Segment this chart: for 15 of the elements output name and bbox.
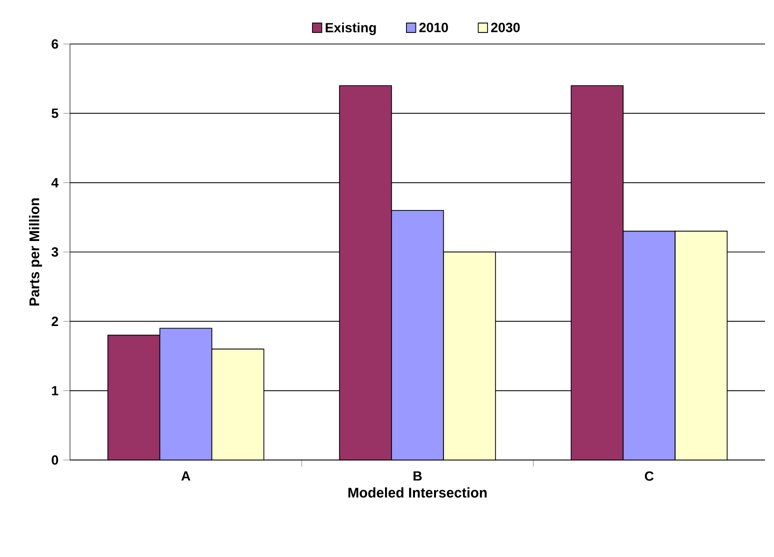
y-tick-label: 4 [51,178,59,188]
legend-label: Existing [326,22,376,36]
legend-label: 2010 [419,22,448,32]
x-tick-label: C [644,471,654,481]
y-tick-label: 5 [52,108,58,118]
y-tick-label: 0 [52,455,58,465]
y-tick-label: 2 [52,316,58,326]
y-tick-label: 3 [52,247,58,257]
x-tick-label: A [181,471,190,481]
x-tick-label: B [414,471,422,481]
y-axis-title: Parts per Million [29,198,42,306]
y-tick-label: 6 [52,39,58,49]
x-axis-title: Modeled Intersection [348,487,487,498]
legend-label: 2030 [491,22,520,32]
y-tick-label: 1 [52,386,58,396]
